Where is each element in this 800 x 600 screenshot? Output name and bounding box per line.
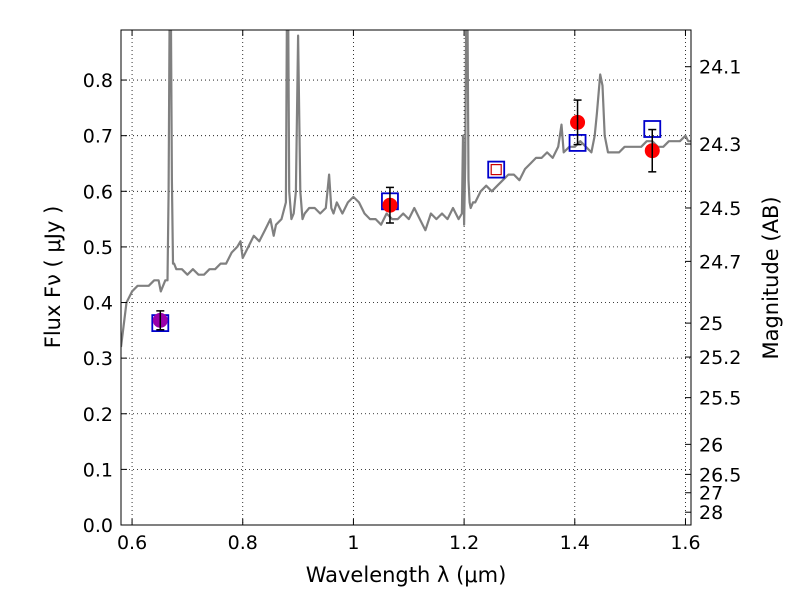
model-photometry-square (487, 160, 506, 179)
axis-labels: Wavelength λ (μm) Flux Fν ( μJy ) Magnit… (41, 196, 783, 587)
y-tick-label: 0.2 (83, 404, 113, 426)
axis-ticks: 0.6 0.8 1 1.2 1.4 1.6 0.0 0.1 0.2 0.3 0.4 0.5 0.6 0.7… (83, 30, 741, 554)
y-axis-label: Flux Fν ( μJy ) (41, 206, 65, 349)
plot-frame (120, 29, 692, 526)
x-tick-label: 0.8 (228, 532, 258, 554)
right-tick-label: 25.5 (699, 388, 741, 410)
right-tick-label: 24.5 (699, 198, 741, 220)
x-tick-label: 1.2 (449, 532, 479, 554)
right-tick-label: 24.3 (699, 134, 741, 156)
y-tick-label: 0.3 (83, 348, 113, 370)
x-tick-label: 0.6 (117, 532, 147, 554)
y-tick-label: 0.4 (83, 293, 113, 315)
right-tick-label: 25 (699, 313, 723, 335)
right-tick-label: 26.5 (699, 464, 741, 486)
right-tick-label: 27 (699, 483, 723, 505)
x-tick-label: 1.6 (670, 532, 700, 554)
x-tick-label: 1 (347, 532, 359, 554)
plot-area (121, 30, 691, 348)
x-tick-label: 1.4 (560, 532, 590, 554)
right-tick-label: 24.1 (699, 57, 741, 79)
y-tick-label: 0.6 (83, 181, 113, 203)
y-tick-label: 0.1 (83, 459, 113, 481)
right-tick-label: 26 (699, 434, 723, 456)
x-axis-label: Wavelength λ (μm) (306, 563, 507, 587)
non-detection-marker (490, 164, 502, 176)
right-tick-label: 25.2 (699, 347, 741, 369)
right-tick-label: 28 (699, 502, 723, 524)
spectrum-line (121, 30, 691, 348)
y-tick-label: 0.8 (83, 70, 113, 92)
y-tick-label: 0.0 (83, 515, 113, 537)
y-tick-label: 0.7 (83, 126, 113, 148)
y-tick-label: 0.5 (83, 237, 113, 259)
y-axis-right-label: Magnitude (AB) (759, 196, 783, 359)
right-tick-label: 24.7 (699, 251, 741, 273)
